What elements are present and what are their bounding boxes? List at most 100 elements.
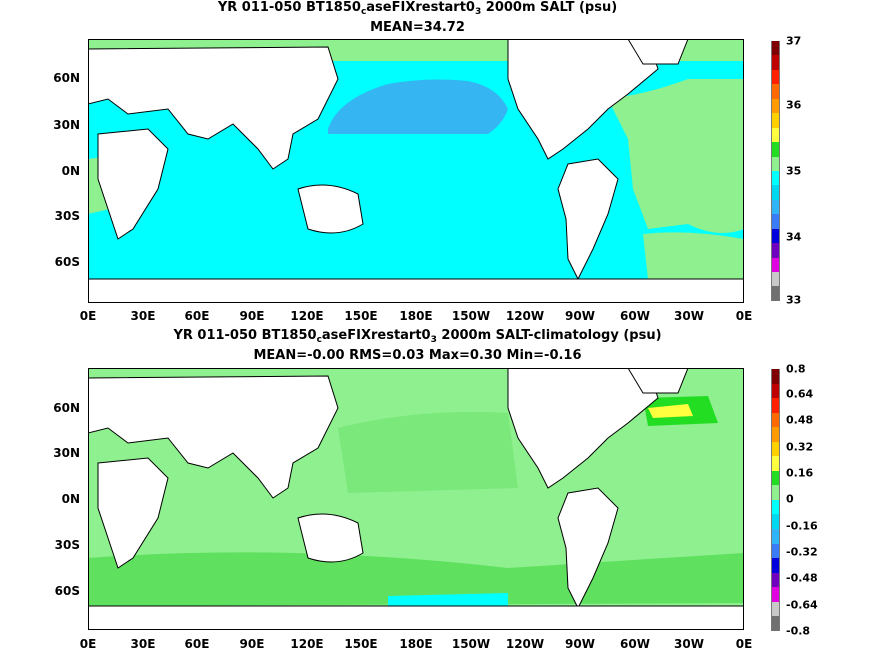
colorbar-swatch — [771, 412, 780, 428]
colorbar-swatch — [771, 499, 780, 515]
colorbar-swatch — [771, 456, 780, 471]
colorbar-swatch — [771, 257, 780, 272]
colorbar-swatch — [771, 214, 780, 229]
colorbar-swatch — [771, 369, 780, 384]
x-tick: 60E — [184, 309, 210, 323]
colorbar-swatch — [771, 113, 780, 128]
colorbar-swatch — [771, 601, 780, 617]
land-masses — [88, 39, 744, 303]
australia — [297, 184, 364, 234]
x-tick: 30W — [674, 637, 704, 651]
x-tick: 180E — [399, 637, 433, 651]
x-tick: 30W — [674, 309, 704, 323]
antarctica — [88, 278, 744, 303]
colorbar-swatch — [771, 558, 780, 573]
x-tick: 90W — [565, 309, 595, 323]
colorbar-label: 0.16 — [786, 466, 814, 480]
salt-anomaly-map — [88, 368, 744, 630]
colorbar-swatch — [771, 98, 780, 114]
colorbar-swatch — [771, 441, 780, 457]
eurasia — [88, 375, 339, 499]
north-pacific-field — [328, 79, 508, 134]
colorbar-label: 35 — [786, 164, 802, 178]
map-frame — [88, 368, 744, 630]
x-tick: 90E — [239, 637, 265, 651]
colorbar-swatch — [771, 84, 780, 99]
negative-anomaly — [388, 593, 508, 606]
x-tick: 60W — [620, 637, 650, 651]
y-tick-30n: 30N — [53, 118, 80, 132]
south-america — [557, 487, 619, 610]
colorbar-swatch — [771, 286, 780, 301]
colorbar-swatch — [771, 199, 780, 215]
pacific-anomaly — [338, 412, 518, 493]
colorbar-swatch — [771, 572, 780, 588]
x-tick: 0E — [79, 309, 97, 323]
colorbar-swatch — [771, 383, 780, 399]
x-tick: 150W — [451, 309, 491, 323]
y-tick-30n: 30N — [53, 446, 80, 460]
africa — [97, 457, 169, 569]
panel2-stats: MEAN=-0.00 RMS=0.03 Max=0.30 Min=-0.16 — [253, 348, 582, 363]
x-tick: 60E — [184, 637, 210, 651]
antarctica — [88, 605, 744, 630]
colorbar-swatch — [771, 127, 780, 143]
south-america — [557, 158, 619, 281]
x-tick: 180E — [399, 309, 433, 323]
x-tick: 120E — [290, 637, 324, 651]
colorbar-swatch — [771, 514, 780, 530]
colorbar-swatch — [771, 69, 780, 85]
panel2-x-ticks: 0E 30E 60E 90E 120E 150E 180E 150W 120W … — [0, 637, 875, 653]
x-tick: 120W — [505, 637, 545, 651]
greenland — [627, 368, 689, 394]
y-tick-60n: 60N — [53, 401, 80, 415]
x-tick: 60W — [620, 309, 650, 323]
y-tick-30s: 30S — [54, 209, 80, 223]
colorbar-label: 33 — [786, 293, 802, 307]
y-tick-60s: 60S — [54, 584, 80, 598]
colorbar-label: -0.64 — [786, 598, 818, 612]
x-tick: 90E — [239, 309, 265, 323]
x-tick: 0E — [79, 637, 97, 651]
colorbar-swatch — [771, 427, 780, 442]
x-tick: 150W — [451, 637, 491, 651]
colorbar-swatch — [771, 543, 780, 559]
salt-anomaly-map-panel — [88, 368, 744, 630]
colorbar-swatch — [771, 41, 780, 56]
colorbar-label: 34 — [786, 230, 802, 244]
y-tick-0n: 0N — [61, 164, 80, 178]
colorbar-swatch — [771, 156, 780, 171]
x-tick: 120E — [290, 309, 324, 323]
salt-colorbar — [771, 41, 780, 301]
x-tick: 30E — [130, 309, 156, 323]
panel2-title: YR 011-050 BT1850caseFIXrestart03 2000m … — [173, 328, 662, 345]
colorbar-swatch — [771, 228, 780, 244]
australia — [297, 513, 364, 563]
colorbar-swatch — [771, 470, 780, 486]
colorbar-swatch — [771, 616, 780, 631]
x-tick: 30E — [130, 637, 156, 651]
y-tick-30s: 30S — [54, 538, 80, 552]
panel1-x-ticks: 0E 30E 60E 90E 120E 150E 180E 150W 120W … — [0, 309, 875, 325]
eurasia — [88, 46, 339, 170]
colorbar-swatch — [771, 529, 780, 544]
north-atlantic-max — [648, 404, 693, 418]
x-tick: 0E — [735, 637, 753, 651]
anomaly-colorbar — [771, 369, 780, 631]
colorbar-label: -0.8 — [786, 624, 811, 638]
colorbar-label: 37 — [786, 34, 802, 48]
x-tick: 90W — [565, 637, 595, 651]
africa — [97, 128, 169, 240]
y-tick-60n: 60N — [53, 71, 80, 85]
colorbar-label: 0 — [786, 492, 794, 506]
colorbar-label: -0.16 — [786, 519, 818, 533]
colorbar-label: 0.8 — [786, 362, 806, 376]
panel1-stats: MEAN=34.72 — [370, 20, 465, 35]
colorbar-label: -0.32 — [786, 545, 818, 559]
colorbar-swatch — [771, 170, 780, 186]
colorbar-label: 0.64 — [786, 387, 814, 401]
colorbar-swatch — [771, 55, 780, 70]
greenland — [627, 39, 689, 65]
colorbar-swatch — [771, 398, 780, 413]
y-tick-0n: 0N — [61, 492, 80, 506]
